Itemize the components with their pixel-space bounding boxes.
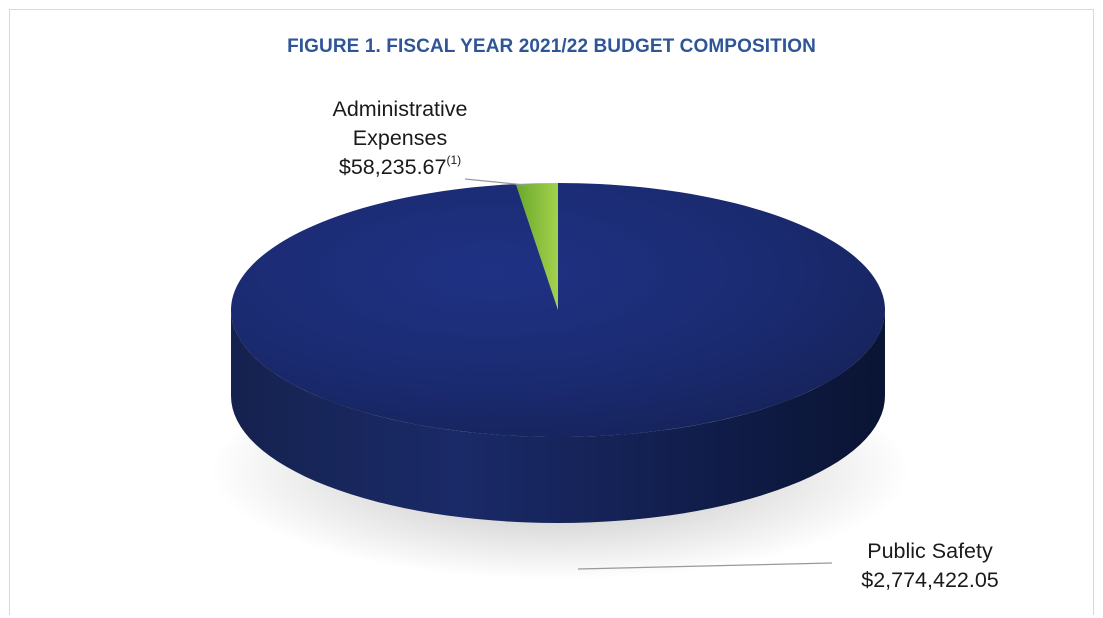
safety-value: $2,774,422.05 [861,568,999,592]
admin-label-line2: Expenses [352,126,448,150]
slice-label-public-safety: Public Safety $2,774,422.05 [830,537,1030,595]
pie-side-wall [231,310,885,523]
safety-label-line1: Public Safety [867,539,993,563]
pie-slice-public-safety [230,183,885,437]
chart-frame [9,9,1094,615]
admin-value: $58,235.67 [338,155,447,179]
admin-label-line1: Administrative [332,97,468,121]
slice-label-administrative: Administrative Expenses $58,235.67(1) [300,95,500,182]
pie-slice-administrative [515,183,558,310]
chart-title: FIGURE 1. FISCAL YEAR 2021/22 BUDGET COM… [287,36,816,57]
safety-leader-line [577,562,833,570]
admin-leader-line [464,178,536,187]
admin-footnote: (1) [446,152,462,167]
